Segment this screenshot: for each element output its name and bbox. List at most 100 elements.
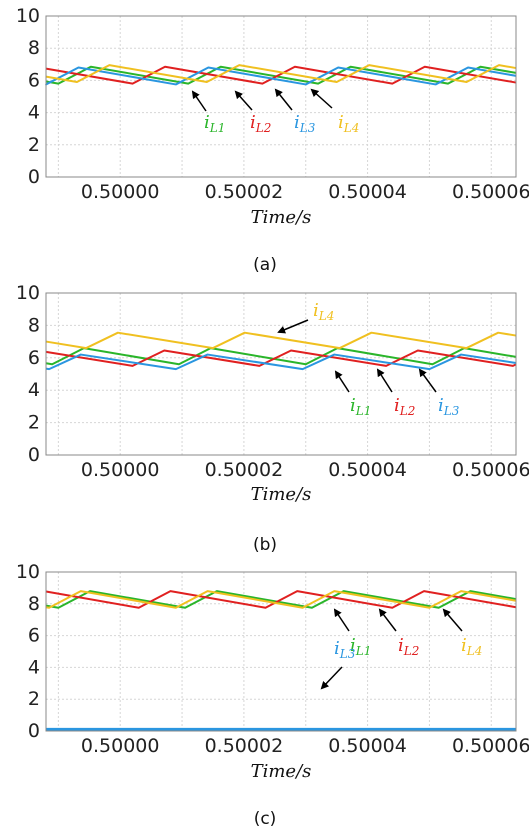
series-line-il3 — [45, 353, 517, 371]
label-il3: iL3 — [438, 395, 460, 418]
label-il2-sub: L2 — [403, 644, 420, 658]
x-tick-label: 0.50004 — [328, 735, 407, 757]
label-il4: iL4 — [338, 112, 359, 135]
label-il1-i: i — [350, 635, 356, 656]
label-il3: iL3 — [294, 112, 316, 135]
x-tick-label: 0.50006 — [452, 459, 529, 481]
arrow-il2 — [378, 608, 397, 632]
label-il2: iL2 — [250, 112, 271, 135]
caption: (a) — [253, 255, 277, 275]
y-tick-label: 6 — [28, 69, 40, 91]
grid — [46, 15, 516, 178]
label-il3-sub: L3 — [443, 404, 460, 418]
arrow-il2 — [376, 368, 393, 393]
y-tick-labels: 0 2 4 6 8 10 — [16, 5, 40, 188]
label-il4: iL4 — [313, 300, 334, 323]
x-tick-labels: 0.50000 0.50002 0.50004 0.50006 — [81, 459, 529, 481]
y-tick-label: 4 — [28, 379, 40, 401]
grid — [46, 571, 516, 732]
x-tick-label: 0.50004 — [328, 181, 407, 203]
label-il2-i: i — [398, 635, 404, 656]
arrow-il1 — [191, 90, 207, 112]
label-il3-sub: L3 — [299, 121, 316, 135]
y-tick-label: 0 — [28, 444, 40, 466]
series-line-il1 — [45, 590, 517, 609]
label-il1: iL1 — [204, 112, 225, 135]
x-tick-label: 0.50000 — [81, 735, 160, 757]
y-tick-label: 0 — [28, 720, 40, 742]
y-tick-label: 6 — [28, 625, 40, 647]
label-il1-sub: L1 — [209, 121, 226, 135]
label-il1-i: i — [204, 112, 210, 133]
label-il2-i: i — [394, 395, 400, 416]
x-tick-labels: 0.50000 0.50002 0.50004 0.50006 — [81, 181, 529, 203]
y-tick-label: 2 — [28, 688, 40, 710]
label-il3-sub: L3 — [339, 647, 356, 661]
arrow-il4 — [277, 319, 309, 334]
plot-frame — [45, 571, 517, 732]
label-il1: iL1 — [350, 635, 371, 658]
panel-a: 0 2 4 6 8 10 0.50000 0.50002 0.50004 0.50006 Tim… — [16, 5, 529, 275]
label-il3-i: i — [294, 112, 300, 133]
series-group — [45, 64, 517, 86]
label-il1-i: i — [350, 395, 356, 416]
y-tick-label: 10 — [16, 282, 40, 304]
y-tick-label: 8 — [28, 37, 40, 59]
label-il2-sub: L2 — [399, 404, 416, 418]
arrow-il4 — [310, 88, 333, 109]
series-line-il2 — [45, 590, 517, 609]
arrow-il1 — [333, 608, 350, 632]
x-axis-label: Time/s — [251, 484, 312, 505]
y-tick-label: 2 — [28, 412, 40, 434]
caption: (b) — [253, 535, 277, 555]
y-tick-label: 8 — [28, 593, 40, 615]
label-il2-sub: L2 — [255, 121, 272, 135]
x-tick-label: 0.50002 — [205, 181, 284, 203]
series-line-il2 — [45, 65, 517, 85]
label-il1-sub: L1 — [355, 404, 372, 418]
label-il4-i: i — [461, 635, 467, 656]
y-tick-label: 8 — [28, 314, 40, 336]
y-tick-label: 4 — [28, 656, 40, 678]
arrow-il2 — [234, 90, 253, 111]
x-tick-label: 0.50002 — [205, 459, 284, 481]
label-il1-sub: L1 — [355, 644, 372, 658]
y-tick-label: 10 — [16, 5, 40, 27]
label-il3-i: i — [334, 638, 340, 659]
x-tick-label: 0.50006 — [452, 181, 529, 203]
series-line-il4 — [45, 331, 517, 350]
arrow-il3 — [320, 666, 343, 690]
plot-area — [46, 293, 516, 455]
arrow-il3 — [274, 88, 293, 111]
label-il4-i: i — [338, 112, 344, 133]
y-tick-labels: 0 2 4 6 8 10 — [16, 561, 40, 742]
arrow-il4 — [442, 608, 463, 632]
x-tick-label: 0.50002 — [205, 735, 284, 757]
series-line-il3 — [45, 66, 517, 86]
series-line-il4 — [45, 590, 517, 609]
y-tick-label: 2 — [28, 134, 40, 156]
label-il4-i: i — [313, 300, 319, 321]
y-tick-label: 6 — [28, 347, 40, 369]
x-tick-label: 0.50004 — [328, 459, 407, 481]
x-tick-label: 0.50000 — [81, 459, 160, 481]
plot-frame — [45, 15, 517, 178]
label-il4-sub: L4 — [466, 644, 483, 658]
label-il4-sub: L4 — [343, 121, 360, 135]
caption: (c) — [254, 809, 277, 829]
x-tick-label: 0.50000 — [81, 181, 160, 203]
label-il4: iL4 — [461, 635, 482, 658]
y-tick-labels: 0 2 4 6 8 10 — [16, 282, 40, 466]
x-axis-label: Time/s — [251, 761, 312, 782]
label-il3-i: i — [438, 395, 444, 416]
panel-b: 0 2 4 6 8 10 0.50000 0.50002 0.50004 0.50006 Tim… — [16, 282, 529, 555]
arrow-il3 — [418, 368, 437, 393]
label-il2: iL2 — [394, 395, 415, 418]
series-line-il2 — [45, 349, 517, 367]
series-line-il1 — [45, 65, 517, 85]
y-tick-label: 4 — [28, 102, 40, 124]
label-il3: iL3 — [334, 638, 356, 661]
x-tick-label: 0.50006 — [452, 735, 529, 757]
plot-frame — [45, 292, 517, 456]
label-il1: iL1 — [350, 395, 371, 418]
